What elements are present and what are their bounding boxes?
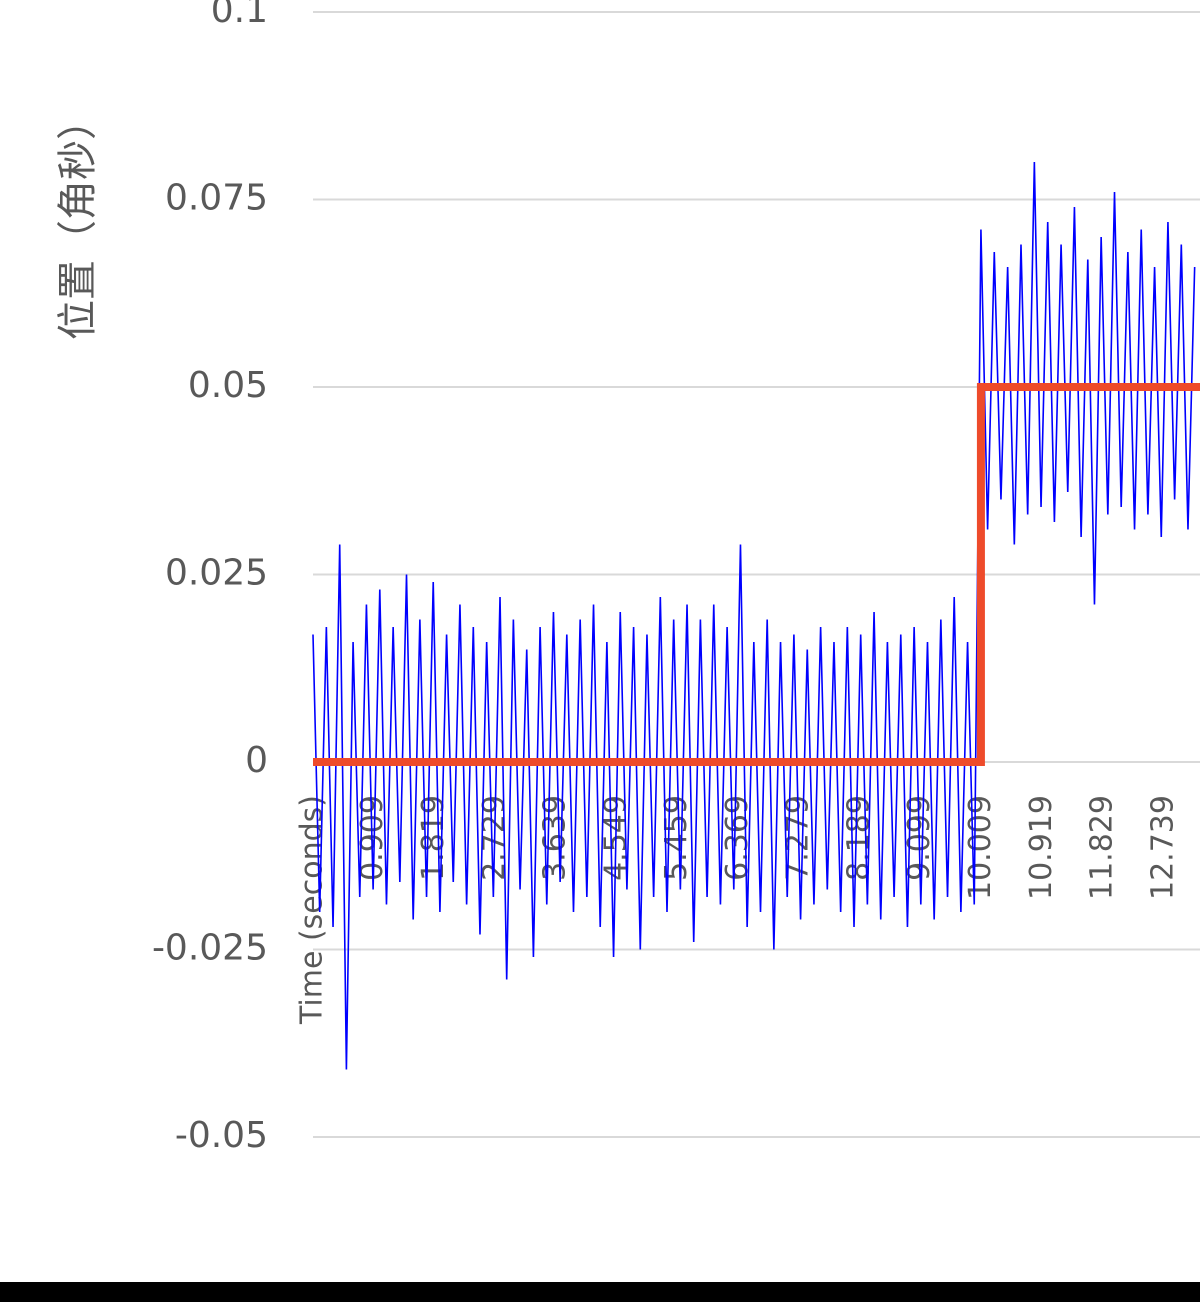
- y-tick-label: 0.025: [165, 553, 268, 594]
- series: [312, 161, 1200, 1070]
- x-tick-label: Time (seconds): [295, 795, 330, 1025]
- y-tick-label: 0.075: [165, 178, 268, 219]
- x-tick-label: 1.819: [416, 795, 451, 881]
- y-tick-label: -0.05: [175, 1115, 268, 1156]
- y-tick-label: 0.05: [188, 365, 268, 406]
- series-line: [312, 161, 1196, 1070]
- x-tick-label: 12.739: [1145, 795, 1180, 900]
- x-tick-label: 11.829: [1085, 795, 1120, 900]
- series-line: [313, 383, 1200, 766]
- y-tick-label: 0.1: [211, 0, 268, 31]
- x-tick-label: 8.189: [841, 795, 876, 881]
- x-tick-label: 3.639: [538, 795, 573, 881]
- y-axis-title: 位置（角秒）: [55, 100, 101, 340]
- y-tick-label: -0.025: [152, 928, 268, 969]
- x-tick-label: 10.009: [963, 795, 998, 900]
- y-tick-label: 0: [245, 740, 268, 781]
- screen-bar: [0, 1282, 1200, 1302]
- x-tick-label: 10.919: [1024, 795, 1059, 900]
